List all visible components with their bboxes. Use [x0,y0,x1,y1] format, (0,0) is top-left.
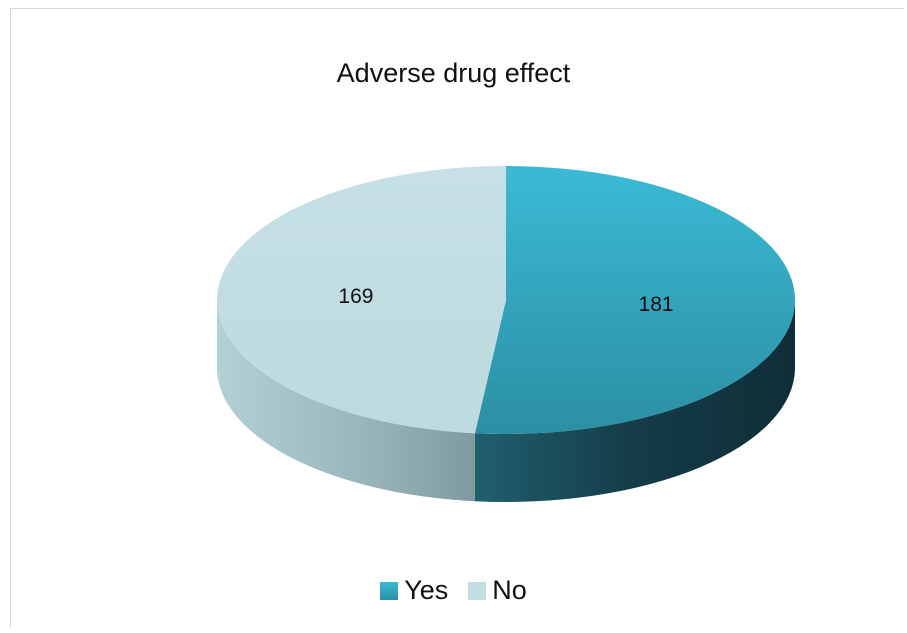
legend-item-no: No [468,575,527,606]
legend-swatch-yes [380,581,399,600]
legend-label-yes: Yes [404,575,449,605]
legend-label-no: No [492,575,527,605]
data-label-yes: 181 [639,293,674,316]
pie-slice-yes [474,166,795,434]
data-label-no: 169 [338,285,373,308]
pie-side-yes [474,300,795,503]
chart-title: Adverse drug effect [336,58,571,88]
chart-frame [10,8,904,628]
pie-slice-no [217,166,507,434]
legend-item-yes: Yes [380,575,448,606]
pie-side-no [217,300,475,502]
legend-swatch-no [468,581,487,600]
chart-legend: Yes No [0,575,907,606]
